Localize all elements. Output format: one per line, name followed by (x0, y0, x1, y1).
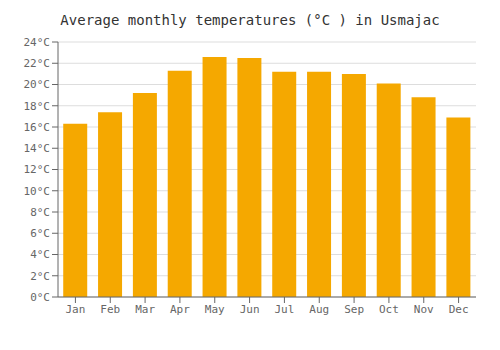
svg-text:Sep: Sep (344, 303, 364, 316)
svg-text:12°C: 12°C (24, 163, 51, 176)
svg-text:18°C: 18°C (24, 100, 51, 113)
svg-text:Apr: Apr (170, 303, 190, 316)
svg-text:Mar: Mar (135, 303, 155, 316)
svg-text:Jan: Jan (65, 303, 85, 316)
svg-text:24°C: 24°C (24, 36, 51, 49)
svg-text:14°C: 14°C (24, 142, 51, 155)
svg-text:Aug: Aug (309, 303, 329, 316)
svg-text:Oct: Oct (379, 303, 399, 316)
svg-text:10°C: 10°C (24, 185, 51, 198)
svg-text:2°C: 2°C (30, 270, 50, 283)
html-text:Average monthly temperatures (: Average monthly temperatures (°C ) in Us… (60, 12, 440, 28)
svg-text:Nov: Nov (414, 303, 434, 316)
svg-text:8°C: 8°C (30, 206, 50, 219)
svg-text:0°C: 0°C (30, 291, 50, 304)
svg-text:20°C: 20°C (24, 78, 51, 91)
svg-text:6°C: 6°C (30, 227, 50, 240)
svg-text:Jul: Jul (274, 303, 294, 316)
svg-text:Dec: Dec (449, 303, 469, 316)
svg-text:16°C: 16°C (24, 121, 51, 134)
svg-text:Jun: Jun (240, 303, 260, 316)
svg-text:4°C: 4°C (30, 248, 50, 261)
svg-text:Feb: Feb (100, 303, 120, 316)
svg-text:May: May (205, 303, 225, 316)
svg-text:22°C: 22°C (24, 57, 51, 70)
